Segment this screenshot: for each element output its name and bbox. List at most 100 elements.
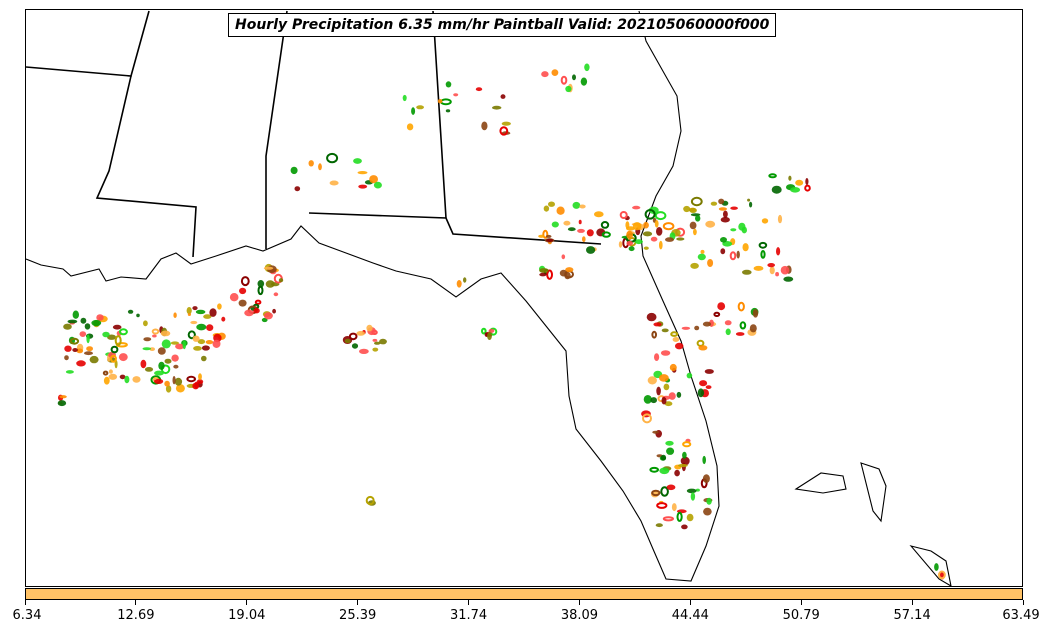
coastlines [26, 10, 952, 586]
precip-blob [206, 324, 214, 331]
precip-blob [440, 98, 452, 106]
precip-blob [689, 221, 697, 230]
precip-blob [545, 234, 552, 238]
colorbar-axis: 6.34 12.69 19.04 25.39 31.74 38.09 44.44 50.79 5… [0, 598, 1053, 633]
colorbar-tick [24, 600, 26, 605]
precip-blob [642, 413, 652, 424]
precip-blob [656, 386, 661, 396]
precip-blob [411, 107, 416, 115]
precip-blob [318, 163, 322, 171]
precip-blob [263, 266, 274, 270]
precip-blob [107, 334, 117, 340]
precip-blob [697, 388, 705, 398]
precip-blob [175, 343, 185, 350]
map-canvas [26, 10, 952, 586]
precip-blob [567, 227, 576, 232]
precip-blob [654, 211, 667, 221]
precip-blob [670, 331, 679, 337]
precip-blob [488, 328, 495, 333]
precip-blob [672, 337, 680, 342]
precip-blob [749, 201, 753, 208]
precip-blob [348, 332, 358, 341]
border-al-ga [265, 10, 288, 249]
precip-blob [190, 320, 198, 325]
precip-blob [195, 309, 206, 315]
precip-blob [501, 121, 511, 126]
precip-blob [730, 228, 737, 232]
precip-blob [642, 231, 653, 237]
precip-blob [542, 229, 549, 239]
precip-blob [174, 377, 183, 386]
precip-blob [171, 354, 179, 362]
precip-blob [229, 293, 239, 302]
colorbar [25, 588, 1023, 600]
precip-blob [707, 259, 714, 267]
precip-blob [374, 341, 381, 345]
colorbar-tick-label: 19.04 [228, 608, 266, 623]
precip-blob [366, 324, 373, 332]
precip-blob [72, 310, 80, 319]
precip-blob [703, 507, 712, 516]
precip-blob [632, 222, 642, 231]
precip-blob [217, 303, 222, 310]
precip-blob [758, 241, 768, 249]
precip-blob [650, 236, 658, 242]
precip-blob [686, 513, 694, 522]
precip-blob [205, 340, 214, 345]
precip-blob [676, 511, 683, 522]
precip-blob [238, 299, 247, 307]
precip-blob [649, 466, 660, 473]
precip-blob [326, 152, 339, 164]
precip-blob [680, 456, 690, 466]
precip-blob [660, 486, 669, 497]
precip-blob [144, 367, 154, 372]
colorbar-tick-label: 12.69 [117, 608, 155, 623]
precip-blob [654, 220, 659, 228]
precip-blob [110, 354, 117, 363]
precip-blob [626, 240, 633, 246]
precip-blob [143, 337, 152, 342]
precip-blob [682, 441, 692, 448]
precip-blob [240, 276, 250, 287]
precip-blob [209, 308, 217, 317]
precip-blob [705, 385, 712, 389]
precip-blob [175, 384, 185, 393]
precip-blob [257, 280, 265, 288]
precip-blob [186, 307, 192, 315]
border-ga-fl [308, 212, 602, 245]
precip-blob [164, 380, 170, 387]
precip-blob [634, 239, 643, 245]
map-title: Hourly Precipitation 6.35 mm/hr Paintbal… [228, 13, 777, 37]
colorbar-tick-label: 50.79 [782, 608, 820, 623]
precip-blob [805, 178, 809, 185]
precip-blob [186, 375, 196, 383]
precip-blob [124, 375, 130, 384]
precip-blob [565, 85, 572, 93]
precip-blob [698, 345, 708, 351]
colorbar-tick [357, 600, 359, 605]
precip-blob [650, 397, 657, 404]
precip-blob [69, 337, 80, 345]
precip-blob [165, 385, 172, 393]
precip-blob [655, 523, 663, 528]
precip-blob [717, 302, 726, 311]
precip-blob [192, 335, 200, 342]
precip-blob [775, 272, 779, 277]
precip-blob [661, 397, 667, 405]
precip-blob [84, 351, 93, 356]
precip-blob [660, 454, 667, 461]
precip-blob [783, 276, 794, 282]
precip-blob [739, 321, 747, 330]
precip-blob [666, 447, 675, 455]
precip-blob [64, 355, 69, 361]
precip-blob [561, 254, 566, 260]
precip-blob [402, 94, 407, 102]
precip-blob [118, 353, 128, 362]
bahamas-grand [860, 462, 887, 523]
precip-blob [747, 198, 751, 202]
precip-blob [660, 350, 671, 356]
precip-blob [651, 489, 661, 497]
precip-blob [84, 323, 91, 330]
precip-blob [91, 319, 102, 327]
precip-blob [59, 395, 67, 399]
